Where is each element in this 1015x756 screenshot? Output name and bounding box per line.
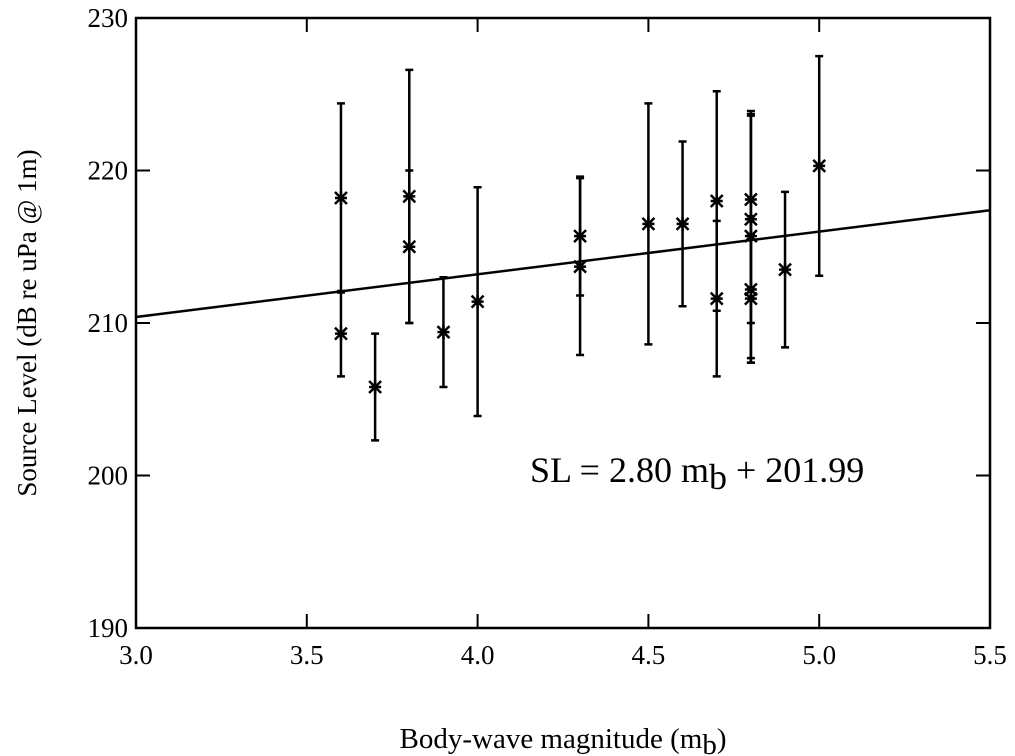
annotation-subscript: b	[709, 457, 727, 497]
x-axis-label-suffix: )	[717, 723, 727, 755]
annotation: SL = 2.80 mb + 201.99	[530, 450, 864, 497]
point	[709, 291, 724, 306]
x-axis-label: Body-wave magnitude (mb)	[400, 723, 727, 756]
y-tick-label: 200	[88, 461, 129, 491]
point	[675, 216, 690, 231]
y-tick-label: 220	[88, 156, 129, 186]
point	[812, 158, 827, 173]
annotation-suffix: + 201.99	[727, 450, 864, 490]
y-tick-label: 230	[88, 3, 129, 33]
x-axis-label-subscript: b	[702, 729, 717, 756]
point	[641, 216, 656, 231]
x-axis-label-text: Body-wave magnitude (m	[400, 723, 703, 755]
x-tick-label: 3.5	[290, 640, 324, 670]
x-tick-label: 4.5	[632, 640, 666, 670]
x-tick-label: 5.5	[973, 640, 1007, 670]
x-tick-label: 4.0	[461, 640, 495, 670]
point	[334, 190, 348, 205]
point	[778, 262, 792, 277]
point	[436, 325, 451, 340]
y-tick-label: 190	[88, 613, 129, 643]
fit-line	[135, 209, 991, 319]
y-tick-label: 210	[88, 308, 129, 338]
y-axis-label: Source Level (dB re uPa @ 1m)	[12, 149, 42, 496]
point	[334, 326, 348, 341]
point	[573, 259, 587, 274]
point	[368, 380, 383, 395]
x-tick-label: 3.0	[119, 640, 153, 670]
point	[709, 194, 724, 208]
point	[402, 239, 417, 254]
annotation-text: SL = 2.80 m	[530, 450, 709, 490]
point	[743, 291, 758, 306]
x-tick-label: 5.0	[802, 640, 836, 670]
point	[470, 294, 485, 309]
plot-frame	[134, 16, 992, 630]
